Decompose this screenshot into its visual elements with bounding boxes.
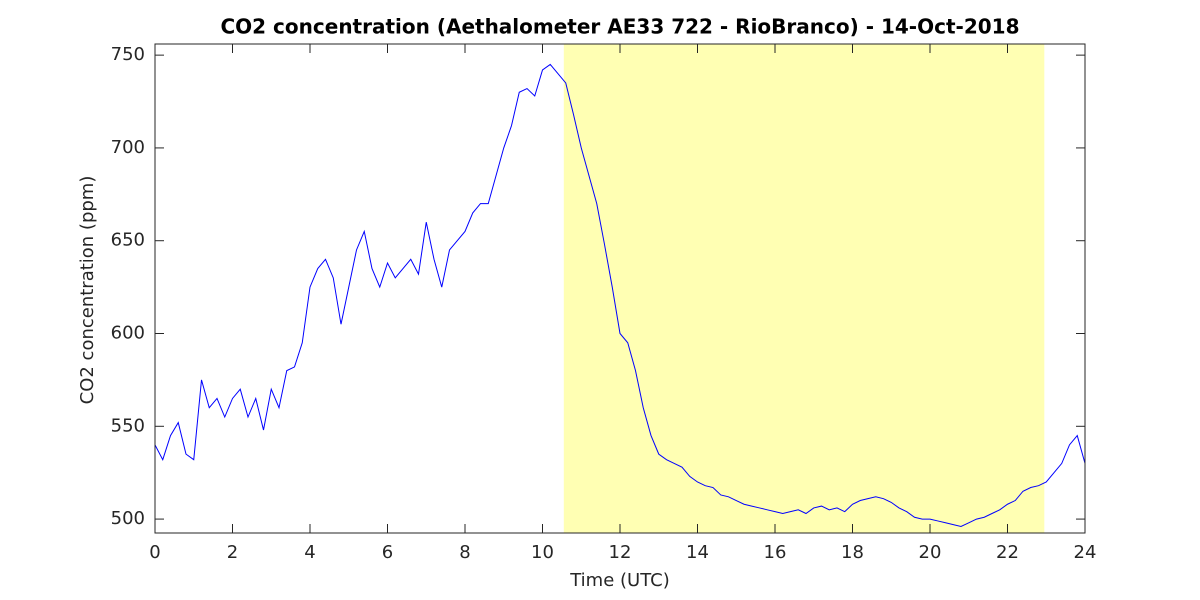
- x-axis-label: Time (UTC): [569, 570, 670, 591]
- chart-title: CO2 concentration (Aethalometer AE33 722…: [221, 15, 1020, 39]
- y-tick-label: 650: [111, 230, 145, 251]
- x-tick-label: 20: [919, 542, 942, 563]
- y-tick-label: 750: [111, 44, 145, 65]
- x-tick-label: 2: [227, 542, 238, 563]
- x-tick-label: 24: [1074, 542, 1097, 563]
- x-tick-label: 4: [304, 542, 315, 563]
- x-tick-label: 22: [996, 542, 1019, 563]
- x-tick-label: 0: [149, 542, 160, 563]
- x-tick-label: 14: [686, 542, 709, 563]
- x-tick-label: 6: [382, 542, 393, 563]
- y-tick-label: 550: [111, 415, 145, 436]
- y-tick-label: 500: [111, 508, 145, 529]
- x-tick-label: 16: [764, 542, 787, 563]
- shaded-region: [563, 44, 1045, 533]
- data-line: [154, 63, 1086, 528]
- x-tick-label: 18: [841, 542, 864, 563]
- x-tick-label: 10: [531, 542, 554, 563]
- y-tick-label: 600: [111, 323, 145, 344]
- y-tick-label: 700: [111, 137, 145, 158]
- x-tick-label: 12: [609, 542, 632, 563]
- y-axis-label: CO2 concentration (ppm): [77, 176, 98, 405]
- x-tick-label: 8: [459, 542, 470, 563]
